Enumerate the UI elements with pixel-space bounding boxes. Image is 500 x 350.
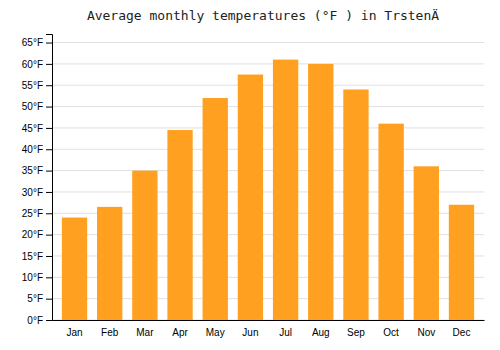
grid-line — [52, 85, 484, 86]
bars — [62, 60, 474, 320]
tick-mark — [46, 149, 52, 150]
bar — [203, 98, 228, 320]
bar — [62, 218, 87, 320]
tick: Jul — [279, 327, 292, 338]
tick-mark — [46, 107, 52, 108]
axis-domain — [53, 320, 485, 321]
tick: Jan — [66, 327, 82, 338]
tick-mark — [46, 43, 52, 44]
tick: 40°F — [22, 144, 52, 155]
grid-line — [52, 127, 484, 128]
tick-label: May — [206, 327, 225, 338]
title: Average monthly temperatures (°F ) in Tr… — [87, 8, 449, 23]
tick-mark — [46, 128, 52, 129]
tick-label: 5°F — [27, 293, 43, 304]
tick: Dec — [453, 327, 471, 338]
bar — [414, 166, 439, 320]
tick-label: 30°F — [22, 187, 43, 198]
tick-label: 20°F — [22, 229, 43, 240]
bar — [238, 75, 263, 320]
tick-mark — [46, 85, 52, 86]
tick: 60°F — [22, 59, 52, 70]
bar — [343, 89, 368, 320]
tick-label: Sep — [347, 327, 365, 338]
plot: 0°F 5°F 10°F 15°F 20°F 25°F 30°F 35°F 40°F 45°F 50… — [22, 35, 485, 339]
tick-mark — [46, 320, 52, 321]
bar — [449, 205, 474, 320]
tick: Mar — [136, 327, 154, 338]
tick: 20°F — [22, 229, 52, 240]
tick-label: Feb — [101, 327, 119, 338]
tick: 65°F — [22, 37, 52, 48]
tick-label: Oct — [383, 327, 399, 338]
bar — [167, 130, 192, 320]
tick-mark — [46, 64, 52, 65]
bar — [132, 171, 157, 320]
tick-mark — [46, 235, 52, 236]
tick: Apr — [172, 327, 188, 338]
y-axis: 0°F 5°F 10°F 15°F 20°F 25°F 30°F 35°F 40°F 45°F 50… — [22, 35, 53, 326]
tick-label: Apr — [172, 327, 188, 338]
tick-label: 60°F — [22, 59, 43, 70]
bar — [273, 60, 298, 320]
tick: 50°F — [22, 101, 52, 112]
tick-label: Dec — [453, 327, 471, 338]
tick: 30°F — [22, 187, 52, 198]
tick-label: 50°F — [22, 101, 43, 112]
tick: 10°F — [22, 272, 52, 283]
grid-line — [52, 149, 484, 150]
chart-container: 0°F 5°F 10°F 15°F 20°F 25°F 30°F 35°F 40°F 45°F 50… — [0, 0, 500, 350]
tick-label: Jul — [279, 327, 292, 338]
tick-label: 0°F — [27, 315, 43, 326]
tick-label: 55°F — [22, 80, 43, 91]
tick: May — [206, 327, 225, 338]
bar — [308, 64, 333, 320]
grid-line — [52, 42, 484, 43]
tick-mark — [46, 213, 52, 214]
tick: Sep — [347, 327, 365, 338]
bar — [97, 207, 122, 320]
chart-svg: 0°F 5°F 10°F 15°F 20°F 25°F 30°F 35°F 40°F 45°F 50… — [0, 0, 500, 350]
tick: 0°F — [27, 315, 52, 326]
tick-label: Nov — [417, 327, 435, 338]
grid — [52, 43, 484, 320]
tick-label: 15°F — [22, 251, 43, 262]
tick-label: Jan — [66, 327, 82, 338]
tick-label: 10°F — [22, 272, 43, 283]
tick: Aug — [312, 327, 330, 338]
x-axis: Jan Feb Mar Apr May Jun Jul Aug Sep Oct Nov Dec — [53, 321, 485, 339]
tick-mark — [46, 171, 52, 172]
tick: Oct — [383, 327, 399, 338]
tick: Jun — [242, 327, 258, 338]
tick: 35°F — [22, 165, 52, 176]
tick-label: Aug — [312, 327, 330, 338]
tick-mark — [46, 277, 52, 278]
tick-label: 65°F — [22, 37, 43, 48]
tick-mark — [46, 192, 52, 193]
tick-label: 45°F — [22, 123, 43, 134]
axis-domain — [46, 35, 53, 321]
grid-line — [52, 63, 484, 64]
tick: 5°F — [27, 293, 52, 304]
tick-label: Mar — [136, 327, 154, 338]
tick-mark — [46, 256, 52, 257]
tick: 25°F — [22, 208, 52, 219]
tick: 45°F — [22, 123, 52, 134]
tick-label: 40°F — [22, 144, 43, 155]
tick: 55°F — [22, 80, 52, 91]
grid-line — [52, 106, 484, 107]
tick-label: 35°F — [22, 165, 43, 176]
tick: 15°F — [22, 251, 52, 262]
tick-label: Jun — [242, 327, 258, 338]
tick: Feb — [101, 327, 119, 338]
tick: Nov — [417, 327, 435, 338]
tick-label: 25°F — [22, 208, 43, 219]
bar — [378, 124, 403, 320]
tick-mark — [46, 299, 52, 300]
